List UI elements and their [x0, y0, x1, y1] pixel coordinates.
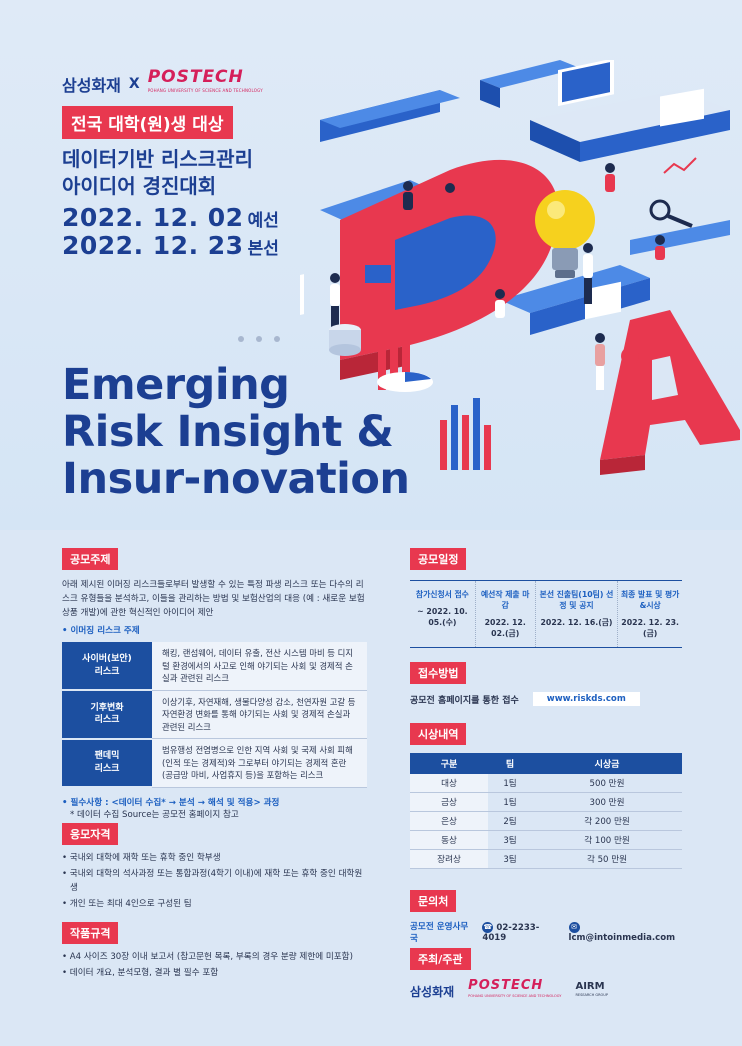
- schedule-step: 참가신청서 접수 ~ 2022. 10. 05.(수): [415, 590, 469, 627]
- risk-name: 기후변화 리스크: [62, 690, 152, 740]
- format-heading: 작품규격: [62, 922, 119, 944]
- postech-host-logo: POSTECH POHANG UNIVERSITY OF SCIENCE AND …: [468, 978, 562, 998]
- eligibility-section: 응모자격 • 국내외 대학에 재학 또는 휴학 중인 학부생 • 국내외 대학의…: [62, 823, 367, 911]
- hosts-heading: 주최/주관: [410, 948, 471, 970]
- contest-title: 데이터기반 리스크관리 아이디어 경진대회: [62, 147, 253, 198]
- risk-name: 팬데믹 리스크: [62, 738, 152, 788]
- list-item: • A4 사이즈 30장 이내 보고서 (참고문헌 목록, 부록의 경우 분량 …: [62, 952, 353, 962]
- column-header: 팀: [488, 753, 533, 774]
- eligibility-heading: 응모자격: [62, 823, 119, 845]
- theme-section: 공모주제 아래 제시된 이머징 리스크들로부터 발생할 수 있는 특정 파생 리…: [62, 548, 367, 822]
- format-section: 작품규격 • A4 사이즈 30장 이내 보고서 (참고문헌 목록, 부록의 경…: [62, 922, 367, 980]
- table-row: 팬데믹 리스크 범유행성 전염병으로 인한 지역 사회 및 국제 사회 피해 (인…: [62, 738, 367, 788]
- table-row: 장려상 3팀 각 50 만원: [410, 849, 682, 869]
- airm-host-logo: AIRM RESEARCH GROUP: [575, 981, 608, 998]
- list-item: • 국내외 대학에 재학 또는 휴학 중인 학부생: [62, 853, 221, 863]
- postech-logo: POSTECH POHANG UNIVERSITY OF SCIENCE AND…: [147, 67, 263, 94]
- samsung-logo: 삼성화재: [62, 76, 121, 95]
- hero-section: 삼성화재 X POSTECH POHANG UNIVERSITY OF SCIE…: [0, 0, 742, 530]
- table-row: 대상 1팀 500 만원: [410, 774, 682, 793]
- table-row: 사이버(보안) 리스크 해킹, 랜섬웨어, 데이터 유출, 전산 시스템 마비 등…: [62, 642, 367, 691]
- top-logos: 삼성화재 X POSTECH POHANG UNIVERSITY OF SCIE…: [62, 67, 263, 98]
- table-row: 기후변화 리스크 이상기후, 자연재해, 생물다양성 감소, 천연자원 고갈 등 …: [62, 690, 367, 740]
- list-item: • 개인 또는 최대 4인으로 구성된 팀: [62, 899, 192, 909]
- table-row: 동상 3팀 각 100 만원: [410, 830, 682, 850]
- website-link[interactable]: www.riskds.com: [532, 692, 640, 706]
- table-row: 금상 1팀 300 만원: [410, 792, 682, 812]
- contact-heading: 문의처: [410, 890, 457, 912]
- risk-subheading: • 이머징 리스크 주제: [62, 626, 140, 636]
- prize-section: 시상내역 구분 팀 시상금 대상 1팀 500 만원 금상 1팀 300 만원 은상 2팀…: [410, 723, 682, 869]
- theme-description: 아래 제시된 이머징 리스크들로부터 발생할 수 있는 특정 파생 리스크 또는…: [62, 580, 365, 618]
- contact-org: 공모전 운영사무국: [410, 922, 469, 944]
- hosts-section: 주최/주관 삼성화재 POSTECH POHANG UNIVERSITY OF S…: [410, 948, 682, 1002]
- contact-phone[interactable]: ☎ 02-2233-4019: [482, 921, 540, 943]
- isometric-data-illustration: [300, 60, 740, 475]
- prize-table: 구분 팀 시상금 대상 1팀 500 만원 금상 1팀 300 만원 은상 2팀 각 200…: [410, 753, 682, 869]
- list-item: • 데이터 개요, 분석모형, 결과 별 필수 포함: [62, 968, 219, 978]
- apply-method: 공모전 홈페이지를 통한 접수: [410, 695, 519, 706]
- schedule-step: 예선작 제출 마감 2022. 12. 02.(금): [474, 580, 536, 648]
- schedule-heading: 공모일정: [410, 548, 467, 570]
- schedule-table: 참가신청서 접수 ~ 2022. 10. 05.(수) 예선작 제출 마감 2022…: [410, 580, 682, 648]
- required-note: * 데이터 수집 Source는 공모전 홈페이지 참고: [70, 810, 239, 820]
- target-badge: 전국 대학(원)생 대상: [62, 106, 233, 139]
- risk-name: 사이버(보안) 리스크: [62, 642, 152, 691]
- table-row: 은상 2팀 각 200 만원: [410, 811, 682, 831]
- samsung-host-logo: 삼성화재: [410, 984, 455, 999]
- decorative-dots: [238, 336, 280, 342]
- contact-email[interactable]: ✉lcm@intoinmedia.com: [568, 921, 676, 943]
- prize-heading: 시상내역: [410, 723, 467, 745]
- risk-description: 범유행성 전염병으로 인한 지역 사회 및 국제 사회 피해 (인적 또는 경제…: [152, 738, 367, 788]
- column-header: 구분: [410, 753, 489, 774]
- phone-icon: ☎: [482, 921, 494, 933]
- apply-heading: 접수방법: [410, 662, 467, 684]
- email-icon: ✉: [568, 921, 580, 933]
- headline: Emerging Risk Insight & Insur-novation: [62, 360, 410, 504]
- schedule-step: 최종 발표 및 평가&시상 2022. 12. 23.(금): [617, 580, 682, 648]
- prelim-date: 2022. 12. 02 예선: [62, 203, 279, 232]
- final-date: 2022. 12. 23 본선: [62, 231, 279, 260]
- risk-description: 이상기후, 자연재해, 생물다양성 감소, 천연자원 고갈 등 자연환경 변화를…: [152, 690, 367, 739]
- apply-section: 접수방법 공모전 홈페이지를 통한 접수 www.riskds.com: [410, 662, 682, 706]
- details-section: 공모주제 아래 제시된 이머징 리스크들로부터 발생할 수 있는 특정 파생 리…: [0, 530, 742, 1046]
- required-process: • 필수사항 : <데이터 수집* → 분석 → 해석 및 적용> 과정: [62, 798, 280, 808]
- schedule-step: 본선 진출팀(10팀) 선정 및 공지 2022. 12. 16.(금): [534, 580, 618, 648]
- column-header: 시상금: [532, 753, 682, 774]
- risk-table: 사이버(보안) 리스크 해킹, 랜섬웨어, 데이터 유출, 전산 시스템 마비 등…: [62, 642, 367, 788]
- list-item: • 국내외 대학의 석사과정 또는 통합과정(4학기 이내)에 재학 또는 휴학…: [62, 869, 363, 893]
- contact-section: 문의처 공모전 운영사무국 ☎ 02-2233-4019 ✉lcm@intoinm…: [410, 890, 682, 944]
- schedule-section: 공모일정 참가신청서 접수 ~ 2022. 10. 05.(수) 예선작 제출 마…: [410, 548, 682, 648]
- risk-description: 해킹, 랜섬웨어, 데이터 유출, 전산 시스템 마비 등 디지털 환경에서의 …: [152, 642, 367, 691]
- theme-heading: 공모주제: [62, 548, 119, 570]
- logo-separator: X: [128, 76, 140, 92]
